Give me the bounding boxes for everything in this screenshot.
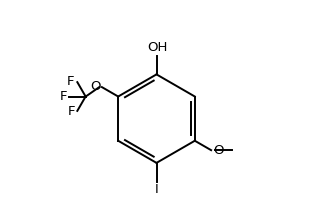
Text: O: O xyxy=(213,144,223,157)
Text: OH: OH xyxy=(147,41,168,54)
Text: O: O xyxy=(90,80,101,93)
Text: F: F xyxy=(67,75,75,88)
Text: F: F xyxy=(68,105,75,118)
Text: I: I xyxy=(155,183,158,196)
Text: F: F xyxy=(59,90,67,103)
